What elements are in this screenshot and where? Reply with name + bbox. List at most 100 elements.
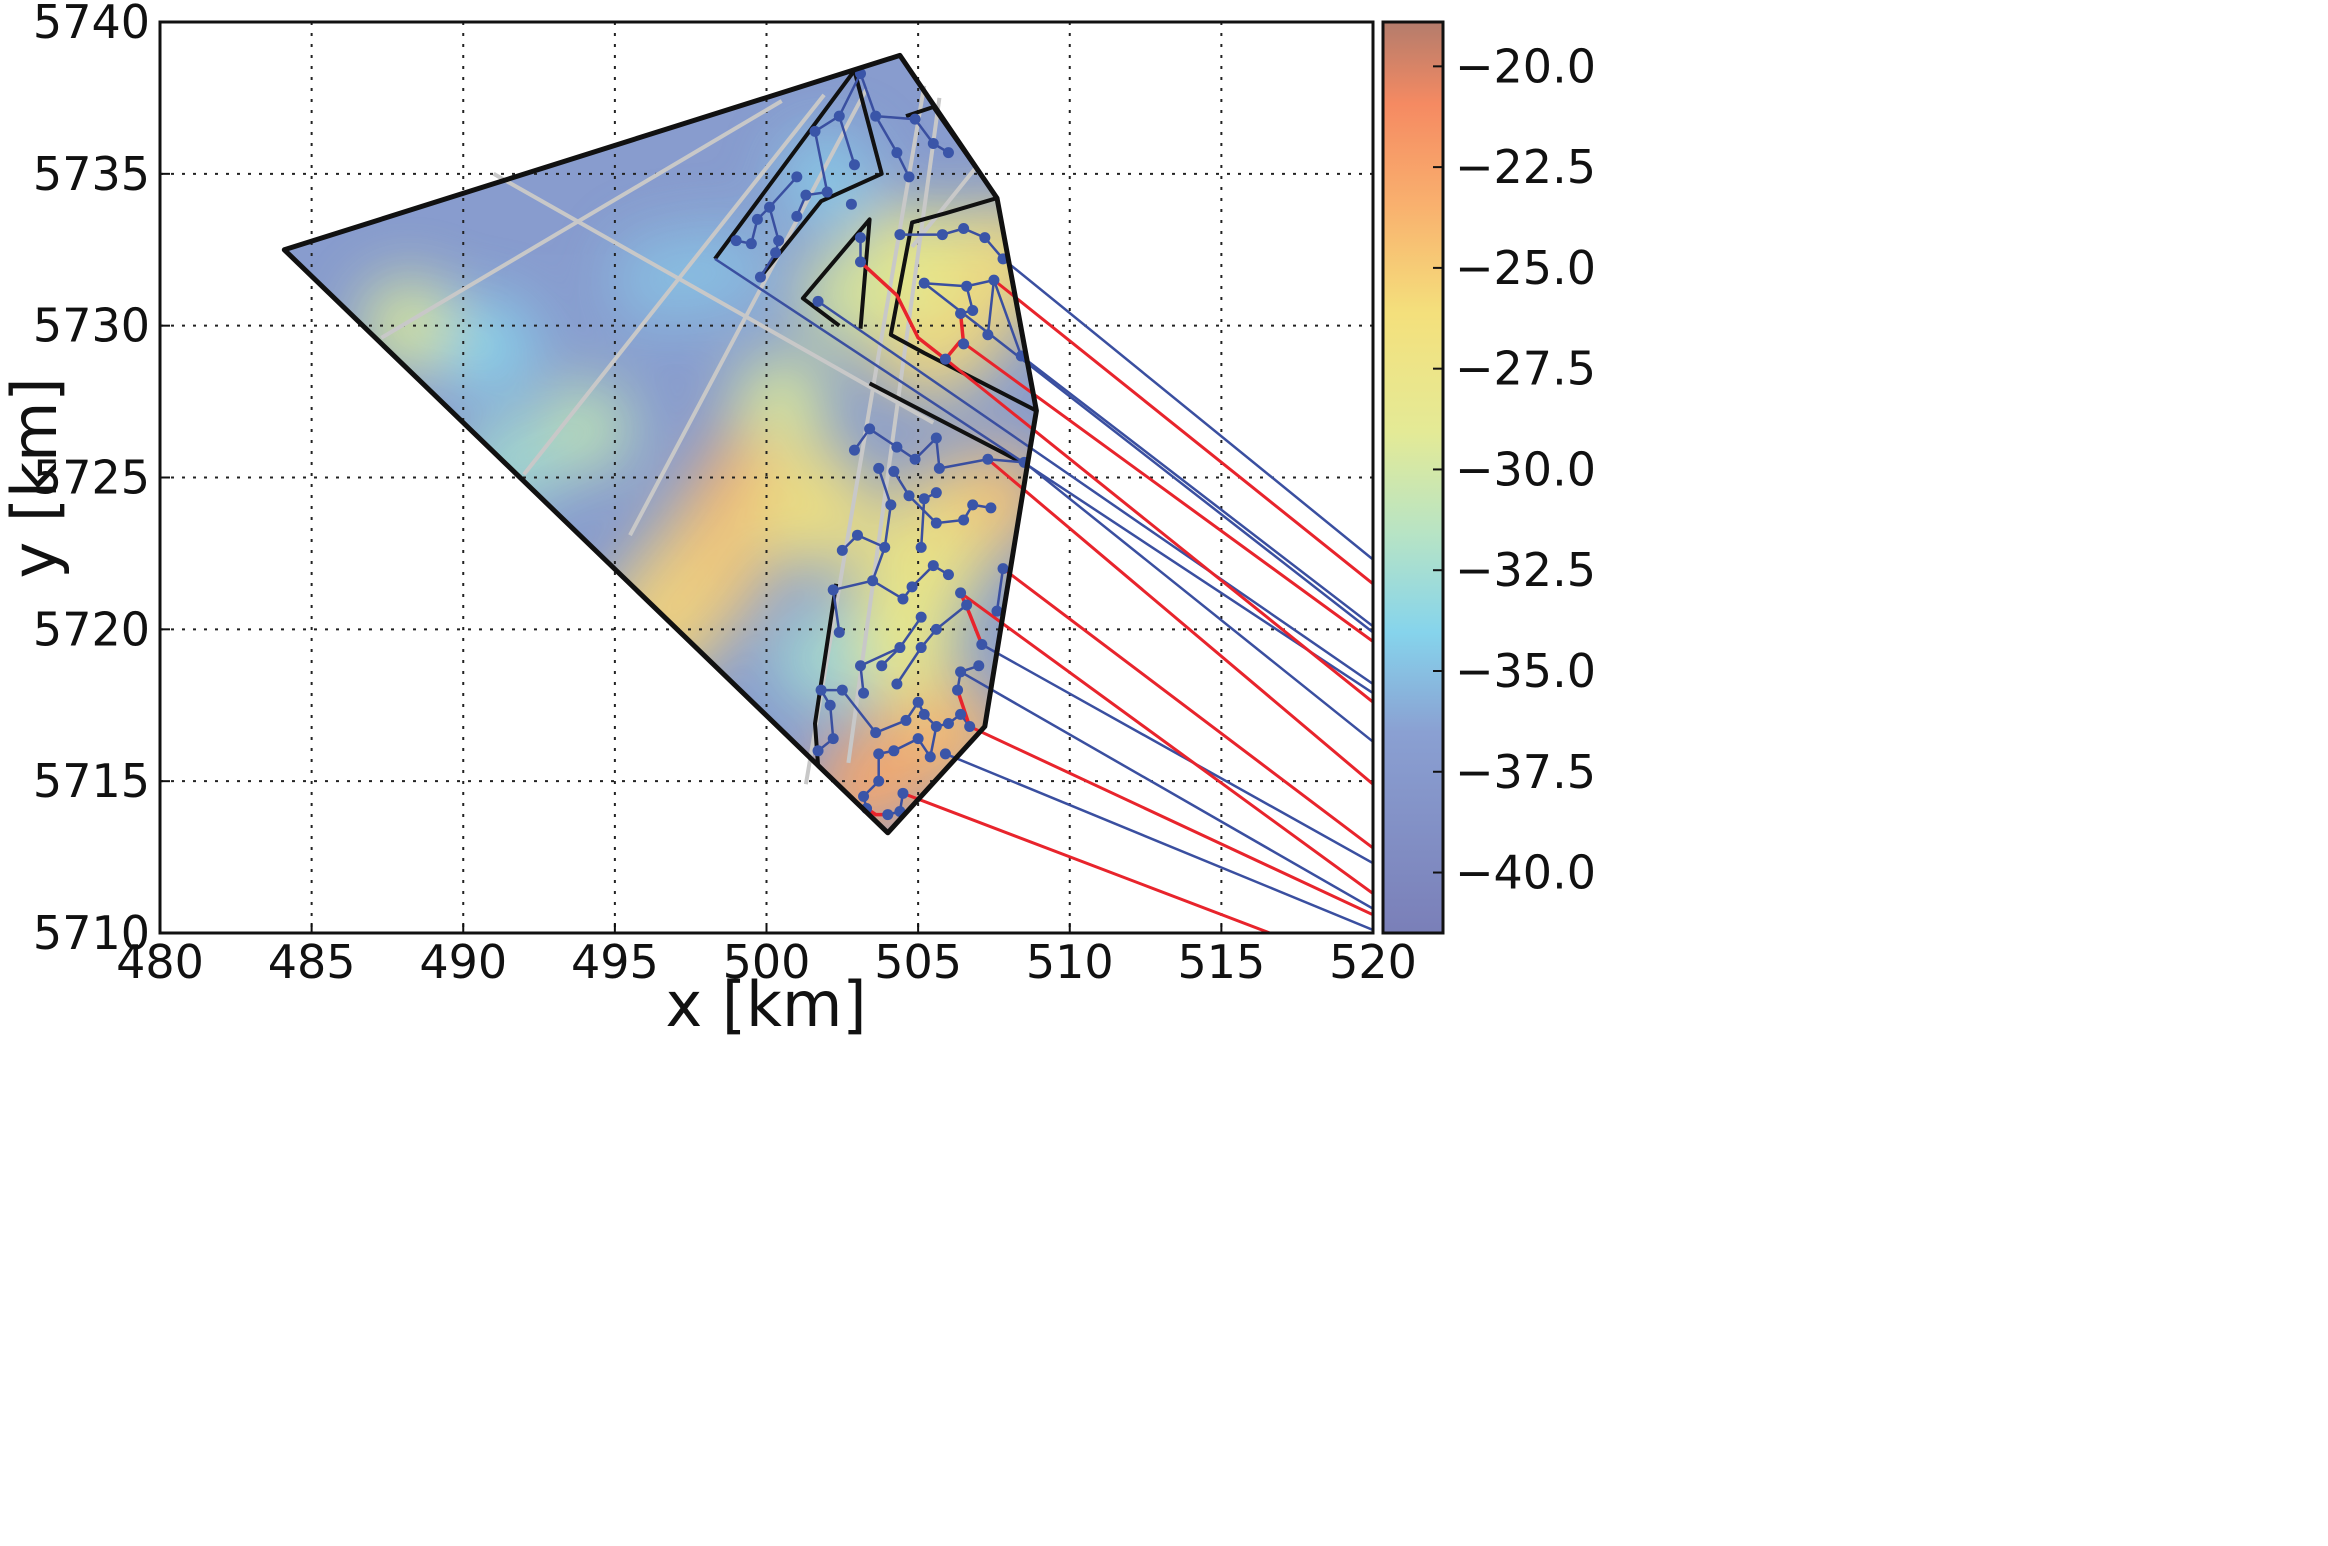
- turbine-node: [827, 733, 839, 745]
- cable-blue: [895, 646, 923, 685]
- turbine-node: [985, 502, 997, 514]
- colorbar-ticks: −20.0 −22.5 −25.0 −27.5 −30.0 −32.5 −35.0 −37.5…: [1433, 39, 1596, 900]
- y-tick-label: 5725: [33, 451, 150, 505]
- export-line-blue: [817, 300, 1373, 686]
- zone-boundary: [800, 217, 872, 329]
- turbine-node: [936, 229, 948, 241]
- export-line-red: [959, 339, 1373, 643]
- turbine-node: [827, 584, 839, 596]
- export-line-red: [969, 725, 1373, 917]
- turbine-node: [876, 660, 888, 672]
- field-blob: [773, 611, 870, 708]
- export-line-blue: [981, 643, 1373, 865]
- turbine-node: [982, 329, 994, 341]
- turbine-node: [967, 304, 979, 316]
- turbine-node: [879, 541, 891, 553]
- export-line-red: [902, 791, 1271, 933]
- export-line-red: [1002, 567, 1373, 850]
- turbine-node: [976, 639, 988, 651]
- gray-line: [628, 87, 869, 537]
- turbine-node: [770, 247, 782, 259]
- colorbar-tick-label: −25.0: [1455, 241, 1596, 295]
- colorbar-tick-label: −37.5: [1455, 745, 1596, 799]
- turbine-node: [858, 687, 870, 699]
- turbine-node: [888, 745, 900, 757]
- turbine-node: [958, 338, 970, 350]
- turbine-node: [833, 626, 845, 638]
- turbine-node: [888, 465, 900, 477]
- field-blob: [733, 353, 830, 450]
- cable-blue: [859, 73, 911, 178]
- y-tick-label: 5715: [33, 754, 150, 808]
- cable-nodes: [730, 68, 1030, 821]
- turbine-node: [997, 563, 1009, 575]
- grid: [160, 22, 1373, 933]
- turbine-node: [833, 110, 845, 122]
- cable-blue: [992, 279, 1023, 357]
- export-line-blue: [714, 257, 1373, 695]
- turbine-node: [894, 229, 906, 241]
- y-tick-label: 5710: [33, 906, 150, 960]
- export-line-blue: [1023, 461, 1373, 743]
- turbine-node: [848, 159, 860, 171]
- turbine-node: [809, 125, 821, 137]
- turbine-node: [730, 235, 742, 247]
- turbine-node: [897, 787, 909, 799]
- turbine-node: [900, 714, 912, 726]
- colorbar-tick-label: −27.5: [1455, 342, 1596, 396]
- turbine-node: [903, 171, 915, 183]
- turbine-node: [915, 541, 927, 553]
- x-tick-label: 480: [116, 935, 204, 989]
- turbine-node: [939, 748, 951, 760]
- cable-blue: [995, 568, 1005, 612]
- export-lines: [714, 257, 1373, 933]
- turbine-node: [855, 660, 867, 672]
- cable-blue: [831, 546, 886, 633]
- turbine-node: [882, 809, 894, 821]
- turbine-node: [751, 213, 763, 225]
- gray-line: [846, 97, 942, 764]
- field-blob: [536, 380, 633, 477]
- turbine-node: [791, 210, 803, 222]
- turbine-node: [836, 544, 848, 556]
- colorbar-tick-label: −32.5: [1455, 543, 1596, 597]
- export-line-red: [944, 357, 1373, 704]
- turbine-node: [915, 611, 927, 623]
- turbine-node: [891, 147, 903, 159]
- x-tick-label: 490: [419, 935, 507, 989]
- colorbar-tick-label: −40.0: [1455, 846, 1596, 900]
- turbine-node: [909, 113, 921, 125]
- turbine-node: [873, 748, 885, 760]
- turbine-node: [891, 678, 903, 690]
- turbine-node: [912, 696, 924, 708]
- x-tick-label: 520: [1329, 935, 1417, 989]
- turbine-node: [942, 569, 954, 581]
- turbine-node: [894, 642, 906, 654]
- colorbar-tick-label: −22.5: [1455, 140, 1596, 194]
- y-axis-label: y [km]: [0, 377, 71, 578]
- turbine-node: [982, 453, 994, 465]
- turbine-node: [930, 623, 942, 635]
- turbine-node: [967, 499, 979, 511]
- cable-blue: [924, 278, 996, 335]
- y-axis-ticks: 5710 5715 5720 5725 5730 5735 5740: [33, 0, 170, 960]
- turbine-node: [973, 660, 985, 672]
- turbine-node: [927, 560, 939, 572]
- x-axis-ticks: 480 485 490 495 500 505 510 515 520: [116, 923, 1417, 989]
- turbine-node: [845, 198, 857, 210]
- export-line-blue: [923, 282, 1373, 634]
- turbine-node: [791, 171, 803, 183]
- x-tick-label: 495: [571, 935, 659, 989]
- turbine-node: [958, 514, 970, 526]
- export-line-red: [986, 458, 1373, 786]
- zone-boundary: [713, 68, 884, 279]
- y-tick-label: 5720: [33, 602, 150, 656]
- turbine-node: [915, 642, 927, 654]
- turbine-node: [848, 444, 860, 456]
- colorbar-tick-label: −20.0: [1455, 39, 1596, 93]
- field-blob: [749, 445, 874, 570]
- cable-blue: [759, 206, 780, 278]
- colorbar: [1381, 20, 1445, 935]
- turbine-node: [955, 666, 967, 678]
